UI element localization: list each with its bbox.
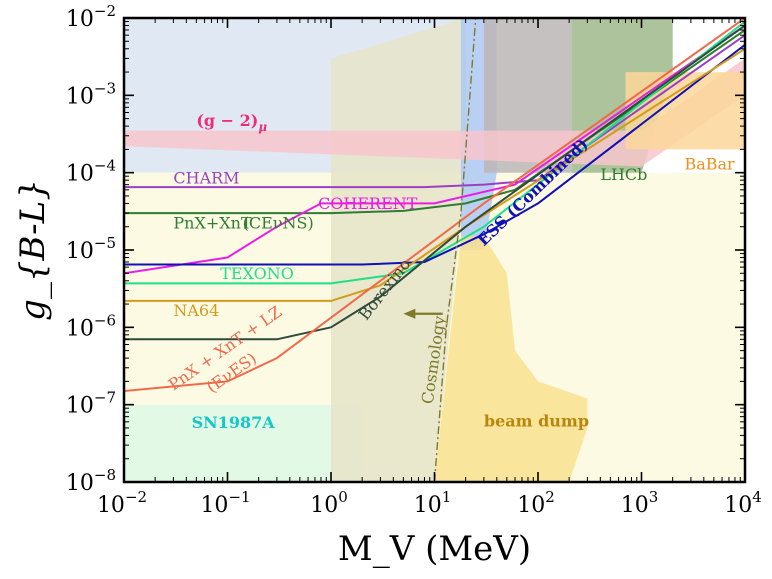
label-sn1987a: SN1987A [192,413,276,432]
limit-curves [124,18,745,482]
y-tick-label: 10−3 [66,79,116,109]
sn1987a-region [124,404,363,482]
x-tick-label: 104 [724,488,762,518]
x-tick-label: 100 [310,488,348,518]
curve-ess-combined [124,44,745,266]
label-beam-dump: beam dump [484,412,589,431]
x-tick-label: 103 [621,488,659,518]
y-tick-label: 10−6 [66,311,116,341]
curve-pnx-xnt-lz-e-es [124,18,745,392]
curve-na64 [124,47,745,302]
label-cevns: (CEνNS) [243,213,314,232]
y-tick-label: 10−2 [66,2,116,32]
x-tick-label: 101 [414,488,452,518]
axis-labels: M_V (MeV) g_{B-L} [13,179,531,569]
curve-cosmology [433,18,477,482]
beam-dump-region [434,236,588,482]
y-tick-label: 10−4 [66,157,116,187]
label-charm: CHARM [173,169,239,188]
label-lhcb: LHCb [600,165,647,184]
x-tick-label: 102 [517,488,555,518]
x-tick-label: 10−2 [97,488,147,518]
x-axis-label: M_V (MeV) [338,529,531,569]
label-babar: BaBar [684,154,735,173]
y-tick-label: 10−8 [66,466,116,496]
label-g-2: (g − 2)μ [196,111,267,134]
cosmology-arrow-head [403,308,416,319]
y-axis-label: g_{B-L} [13,179,53,321]
label-coherent: COHERENT [318,194,418,213]
curve-charm [124,34,745,189]
y-tick-label: 10−5 [66,234,116,264]
label-texono: TEXONO [220,264,294,283]
label-pnx-xnt: PnX+XnT [173,213,252,232]
x-tick-label: 10−1 [200,488,250,518]
babar-fill-region [625,72,745,150]
curve-texono [124,20,745,285]
label-na64: NA64 [173,301,219,320]
curve-borexino [124,24,745,341]
y-tick-label: 10−7 [66,389,116,419]
g-2-band-region [124,58,745,167]
curve-coherent [124,24,745,275]
